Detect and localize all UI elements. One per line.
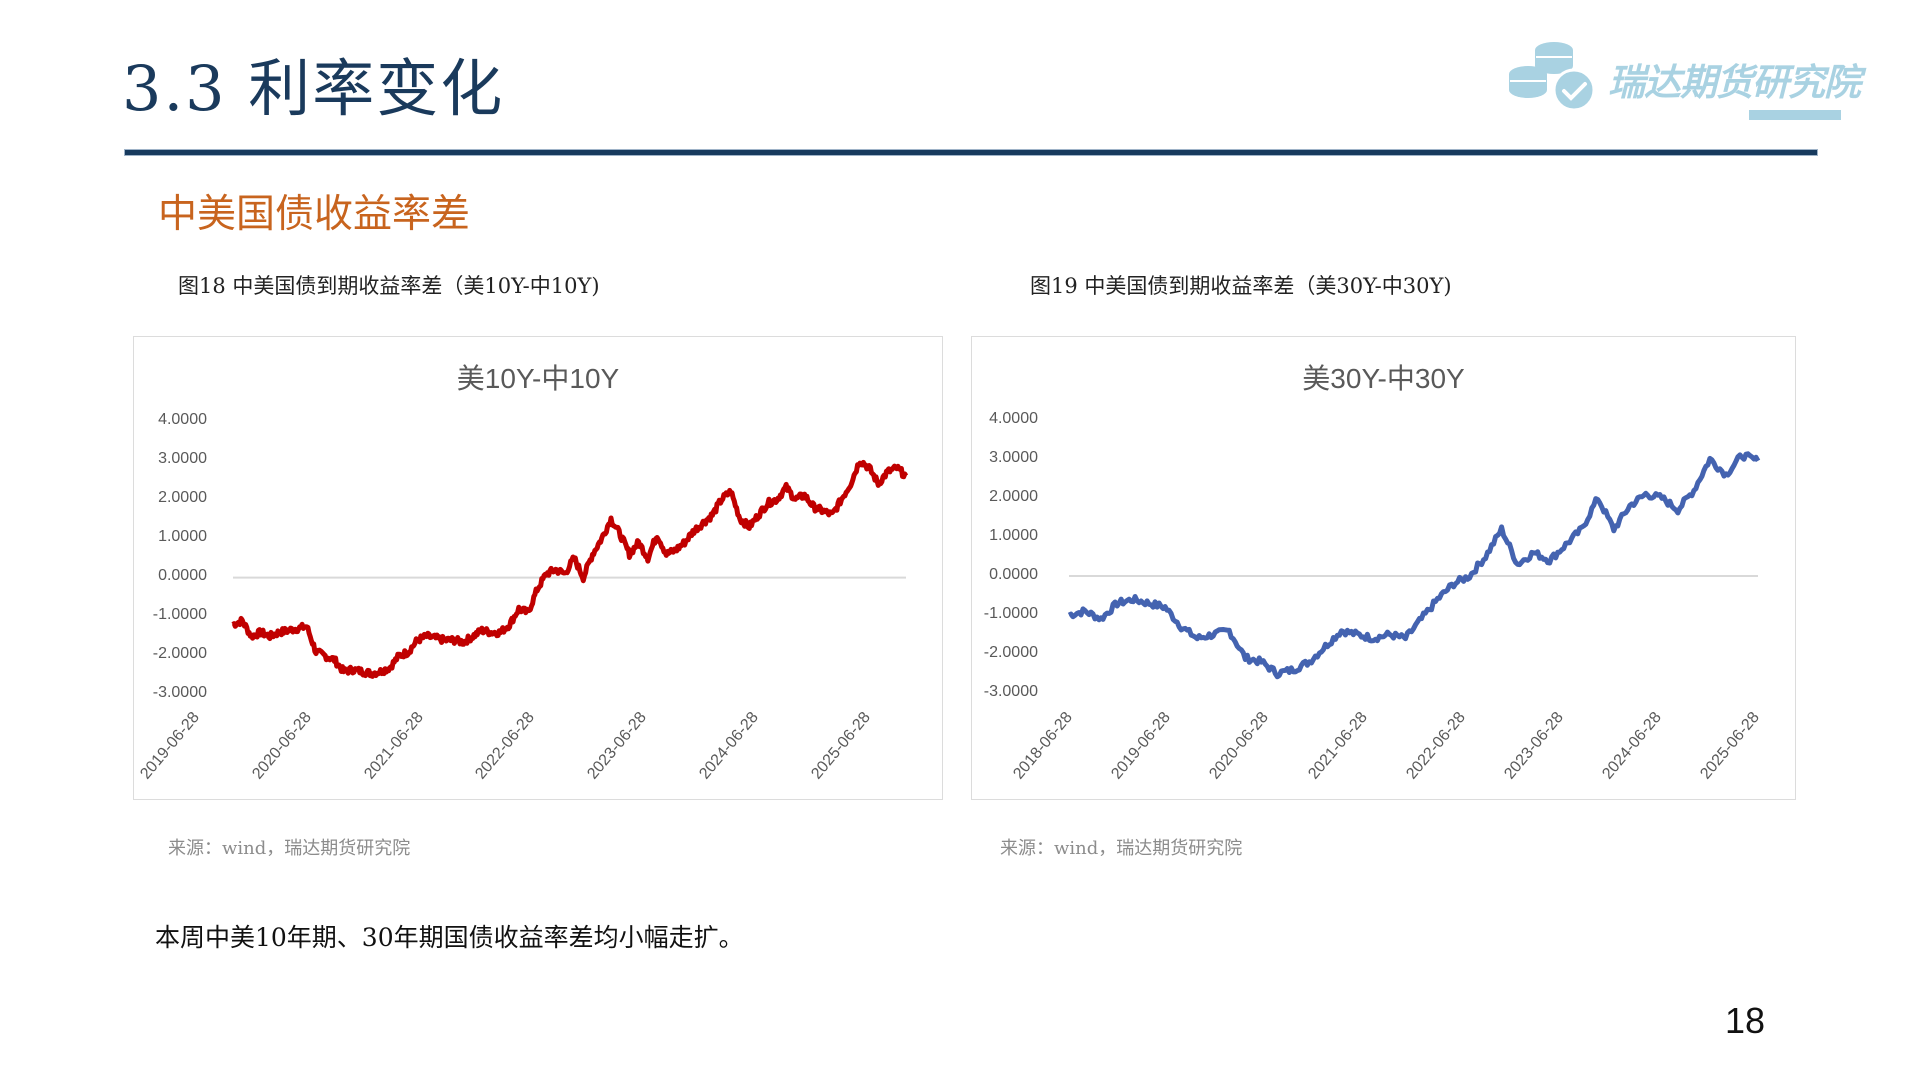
y-tick: -1.0000 xyxy=(152,606,207,623)
line-plot xyxy=(231,459,909,679)
chart-30y-spread: 美30Y-中30Y 4.0000 3.0000 2.0000 1.0000 0.… xyxy=(971,336,1796,800)
y-tick: 0.0000 xyxy=(989,566,1038,583)
summary-text: 本周中美10年期、30年期国债收益率差均小幅走扩。 xyxy=(155,923,744,952)
y-tick: -3.0000 xyxy=(152,684,207,701)
y-tick: 4.0000 xyxy=(989,410,1038,427)
figure-18-caption: 图18 中美国债到期收益率差（美10Y-中10Y) xyxy=(178,274,600,298)
page-title: 3.3 利率变化 xyxy=(122,52,505,125)
y-tick: 4.0000 xyxy=(158,411,207,428)
y-tick: 3.0000 xyxy=(989,449,1038,466)
y-tick: 2.0000 xyxy=(158,489,207,506)
y-tick: -1.0000 xyxy=(983,605,1038,622)
header-divider xyxy=(125,150,1817,155)
chart-title: 美30Y-中30Y xyxy=(1302,363,1465,394)
chart-10y-spread: 美10Y-中10Y 4.0000 3.0000 2.0000 1.0000 0.… xyxy=(133,336,943,800)
page-number: 18 xyxy=(1725,1000,1766,1041)
coins-check-icon xyxy=(1509,42,1596,112)
y-tick: 2.0000 xyxy=(989,488,1038,505)
y-tick: 1.0000 xyxy=(158,528,207,545)
y-tick: -3.0000 xyxy=(983,683,1038,700)
logo-underline xyxy=(1749,110,1841,120)
company-logo: 瑞达期货研究院 xyxy=(1508,40,1861,122)
y-tick: 0.0000 xyxy=(158,567,207,584)
chart-title: 美10Y-中10Y xyxy=(456,363,620,394)
section-subtitle: 中美国债收益率差 xyxy=(158,192,471,237)
figure-19-caption: 图19 中美国债到期收益率差（美30Y-中30Y) xyxy=(1030,274,1452,298)
y-tick: -2.0000 xyxy=(983,644,1038,661)
logo-text: 瑞达期货研究院 xyxy=(1608,61,1861,104)
figure-18-source: 来源：wind，瑞达期货研究院 xyxy=(168,838,411,859)
y-tick: 1.0000 xyxy=(989,527,1038,544)
line-plot xyxy=(1067,451,1761,680)
y-tick: 3.0000 xyxy=(158,450,207,467)
figure-19-source: 来源：wind，瑞达期货研究院 xyxy=(1000,838,1243,859)
y-tick: -2.0000 xyxy=(152,645,207,662)
